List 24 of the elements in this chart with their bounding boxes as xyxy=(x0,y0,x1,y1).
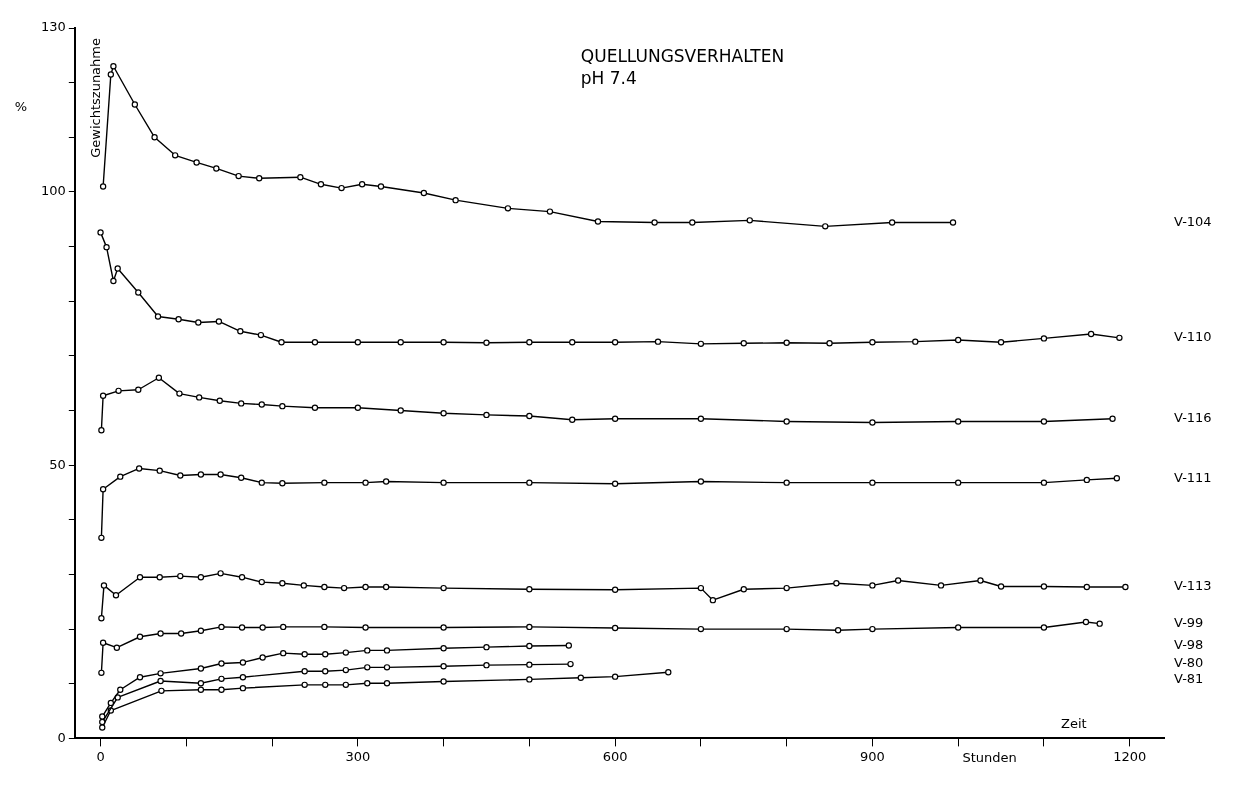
text: V-110 xyxy=(1174,329,1212,345)
text: V-111 xyxy=(1174,469,1212,485)
y-tick-label: 100 xyxy=(40,183,66,199)
x-tick-label: 300 xyxy=(345,748,371,764)
text: V-113 xyxy=(1174,578,1212,594)
y-tick-label: 130 xyxy=(40,19,66,35)
text: QUELLUNGSVERHALTEN xyxy=(580,46,785,67)
text: V-80 xyxy=(1174,655,1204,671)
text: % xyxy=(14,99,28,115)
text: V-116 xyxy=(1174,410,1212,426)
y-tick-label: 50 xyxy=(49,456,66,472)
x-tick-label: 600 xyxy=(602,748,628,764)
text: V-98 xyxy=(1174,636,1204,652)
y-tick-label: 0 xyxy=(57,729,66,745)
x-tick-label: 900 xyxy=(859,748,885,764)
x-tick-label: 0 xyxy=(96,748,105,764)
text: pH 7.4 xyxy=(580,68,637,89)
text: V-81 xyxy=(1174,671,1204,687)
x-axis-title: Zeit xyxy=(1061,715,1087,731)
x-tick-label: 1200 xyxy=(1113,748,1147,764)
text: Stunden xyxy=(962,749,1017,765)
y-axis-title: Gewichtszunahme xyxy=(88,38,104,158)
text: V-99 xyxy=(1174,615,1204,631)
text: V-104 xyxy=(1174,213,1212,229)
